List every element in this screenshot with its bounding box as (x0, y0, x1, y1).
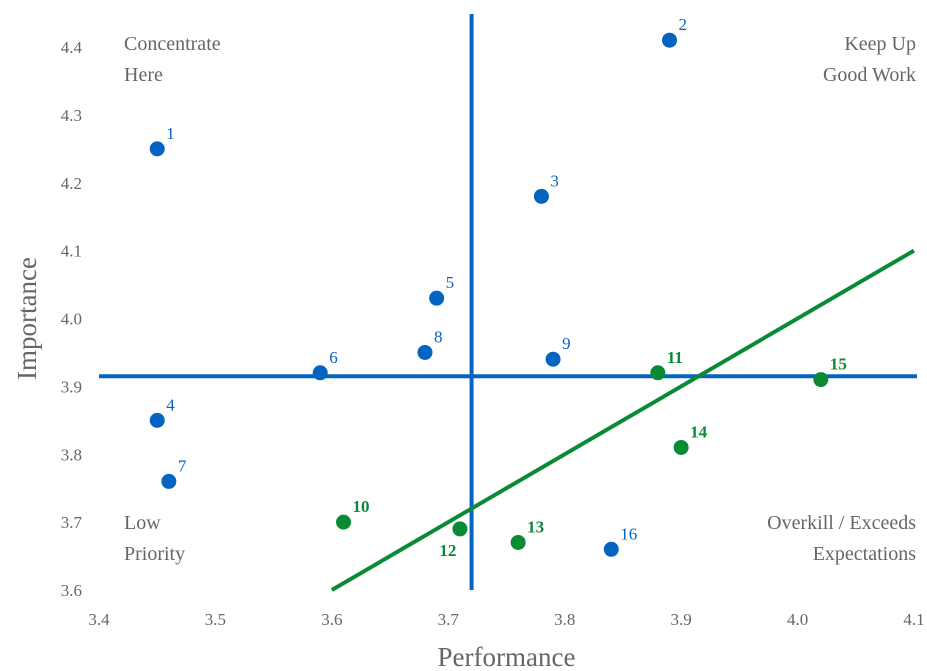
data-point-label: 11 (667, 348, 683, 367)
data-point-11 (650, 365, 666, 381)
data-point-label: 10 (353, 497, 370, 516)
quadrant-labels: Concentrate Here Keep Up Good Work Low Priori… (124, 33, 916, 565)
x-tick-label: 3.8 (554, 610, 575, 629)
quadrant-label-top-right: Good Work (823, 64, 916, 86)
quadrant-label-bottom-left: Low (124, 512, 161, 534)
data-point-label: 2 (679, 15, 688, 34)
data-point-5 (429, 290, 445, 306)
quadrant-label-bottom-right: Overkill / Exceeds (767, 512, 916, 534)
data-point-label: 3 (550, 171, 559, 190)
y-tick-label: 4.4 (61, 38, 83, 57)
x-tick-label: 3.9 (671, 610, 692, 629)
quadrant-label-top-right: Keep Up (844, 33, 916, 55)
data-point-label: 1 (166, 124, 175, 143)
y-tick-label: 4.2 (61, 174, 82, 193)
data-point-label: 16 (620, 524, 637, 543)
x-tick-label: 3.4 (88, 610, 110, 629)
x-tick-labels: 3.4 3.5 3.6 3.7 3.8 3.9 4.0 4.1 (88, 610, 924, 629)
y-tick-label: 3.8 (61, 445, 82, 464)
x-tick-label: 3.6 (321, 610, 342, 629)
quadrant-label-bottom-left: Priority (124, 543, 185, 565)
data-point-label: 13 (527, 517, 544, 536)
data-point-label: 15 (830, 355, 847, 374)
data-point-label: 7 (178, 456, 187, 475)
data-point-14 (673, 439, 689, 455)
data-point-6 (312, 365, 328, 381)
quadrant-label-top-left: Here (124, 64, 163, 86)
data-point-label: 6 (329, 348, 338, 367)
y-tick-label: 4.3 (61, 106, 82, 125)
quadrant-label-top-left: Concentrate (124, 33, 221, 55)
y-axis-title: Importance (12, 257, 42, 380)
data-point-1 (149, 141, 165, 157)
y-tick-label: 4.1 (61, 242, 82, 261)
quadrant-label-bottom-right: Expectations (813, 543, 917, 565)
iso-priority-diagonal-line (330, 248, 916, 592)
data-point-12 (452, 521, 468, 537)
y-tick-label: 4.0 (61, 310, 82, 329)
data-point-9 (545, 351, 561, 367)
data-point-label: 4 (166, 395, 175, 414)
data-point-7 (161, 473, 177, 489)
data-point-8 (417, 344, 433, 360)
data-point-2 (662, 32, 677, 48)
x-axis-title: Performance (438, 642, 576, 671)
data-point-4 (149, 412, 165, 428)
y-tick-label: 3.7 (61, 513, 83, 532)
y-tick-label: 3.6 (61, 581, 82, 600)
data-point-label: 14 (690, 422, 708, 441)
data-point-label: 8 (434, 327, 443, 346)
data-point-16 (603, 541, 619, 557)
x-tick-label: 3.5 (205, 610, 226, 629)
y-tick-labels: 3.6 3.7 3.8 3.9 4.0 4.1 4.2 4.3 4.4 (61, 38, 83, 600)
data-point-label: 12 (439, 541, 456, 560)
data-point-13 (510, 534, 526, 550)
y-tick-label: 3.9 (61, 377, 82, 396)
x-tick-label: 3.7 (438, 610, 460, 629)
data-point-3 (533, 188, 549, 204)
x-tick-label: 4.1 (903, 610, 924, 629)
data-point-label: 9 (562, 334, 571, 353)
x-tick-label: 4.0 (787, 610, 808, 629)
data-point-15 (813, 372, 829, 388)
data-point-label: 5 (446, 273, 455, 292)
data-point-10 (336, 514, 351, 530)
